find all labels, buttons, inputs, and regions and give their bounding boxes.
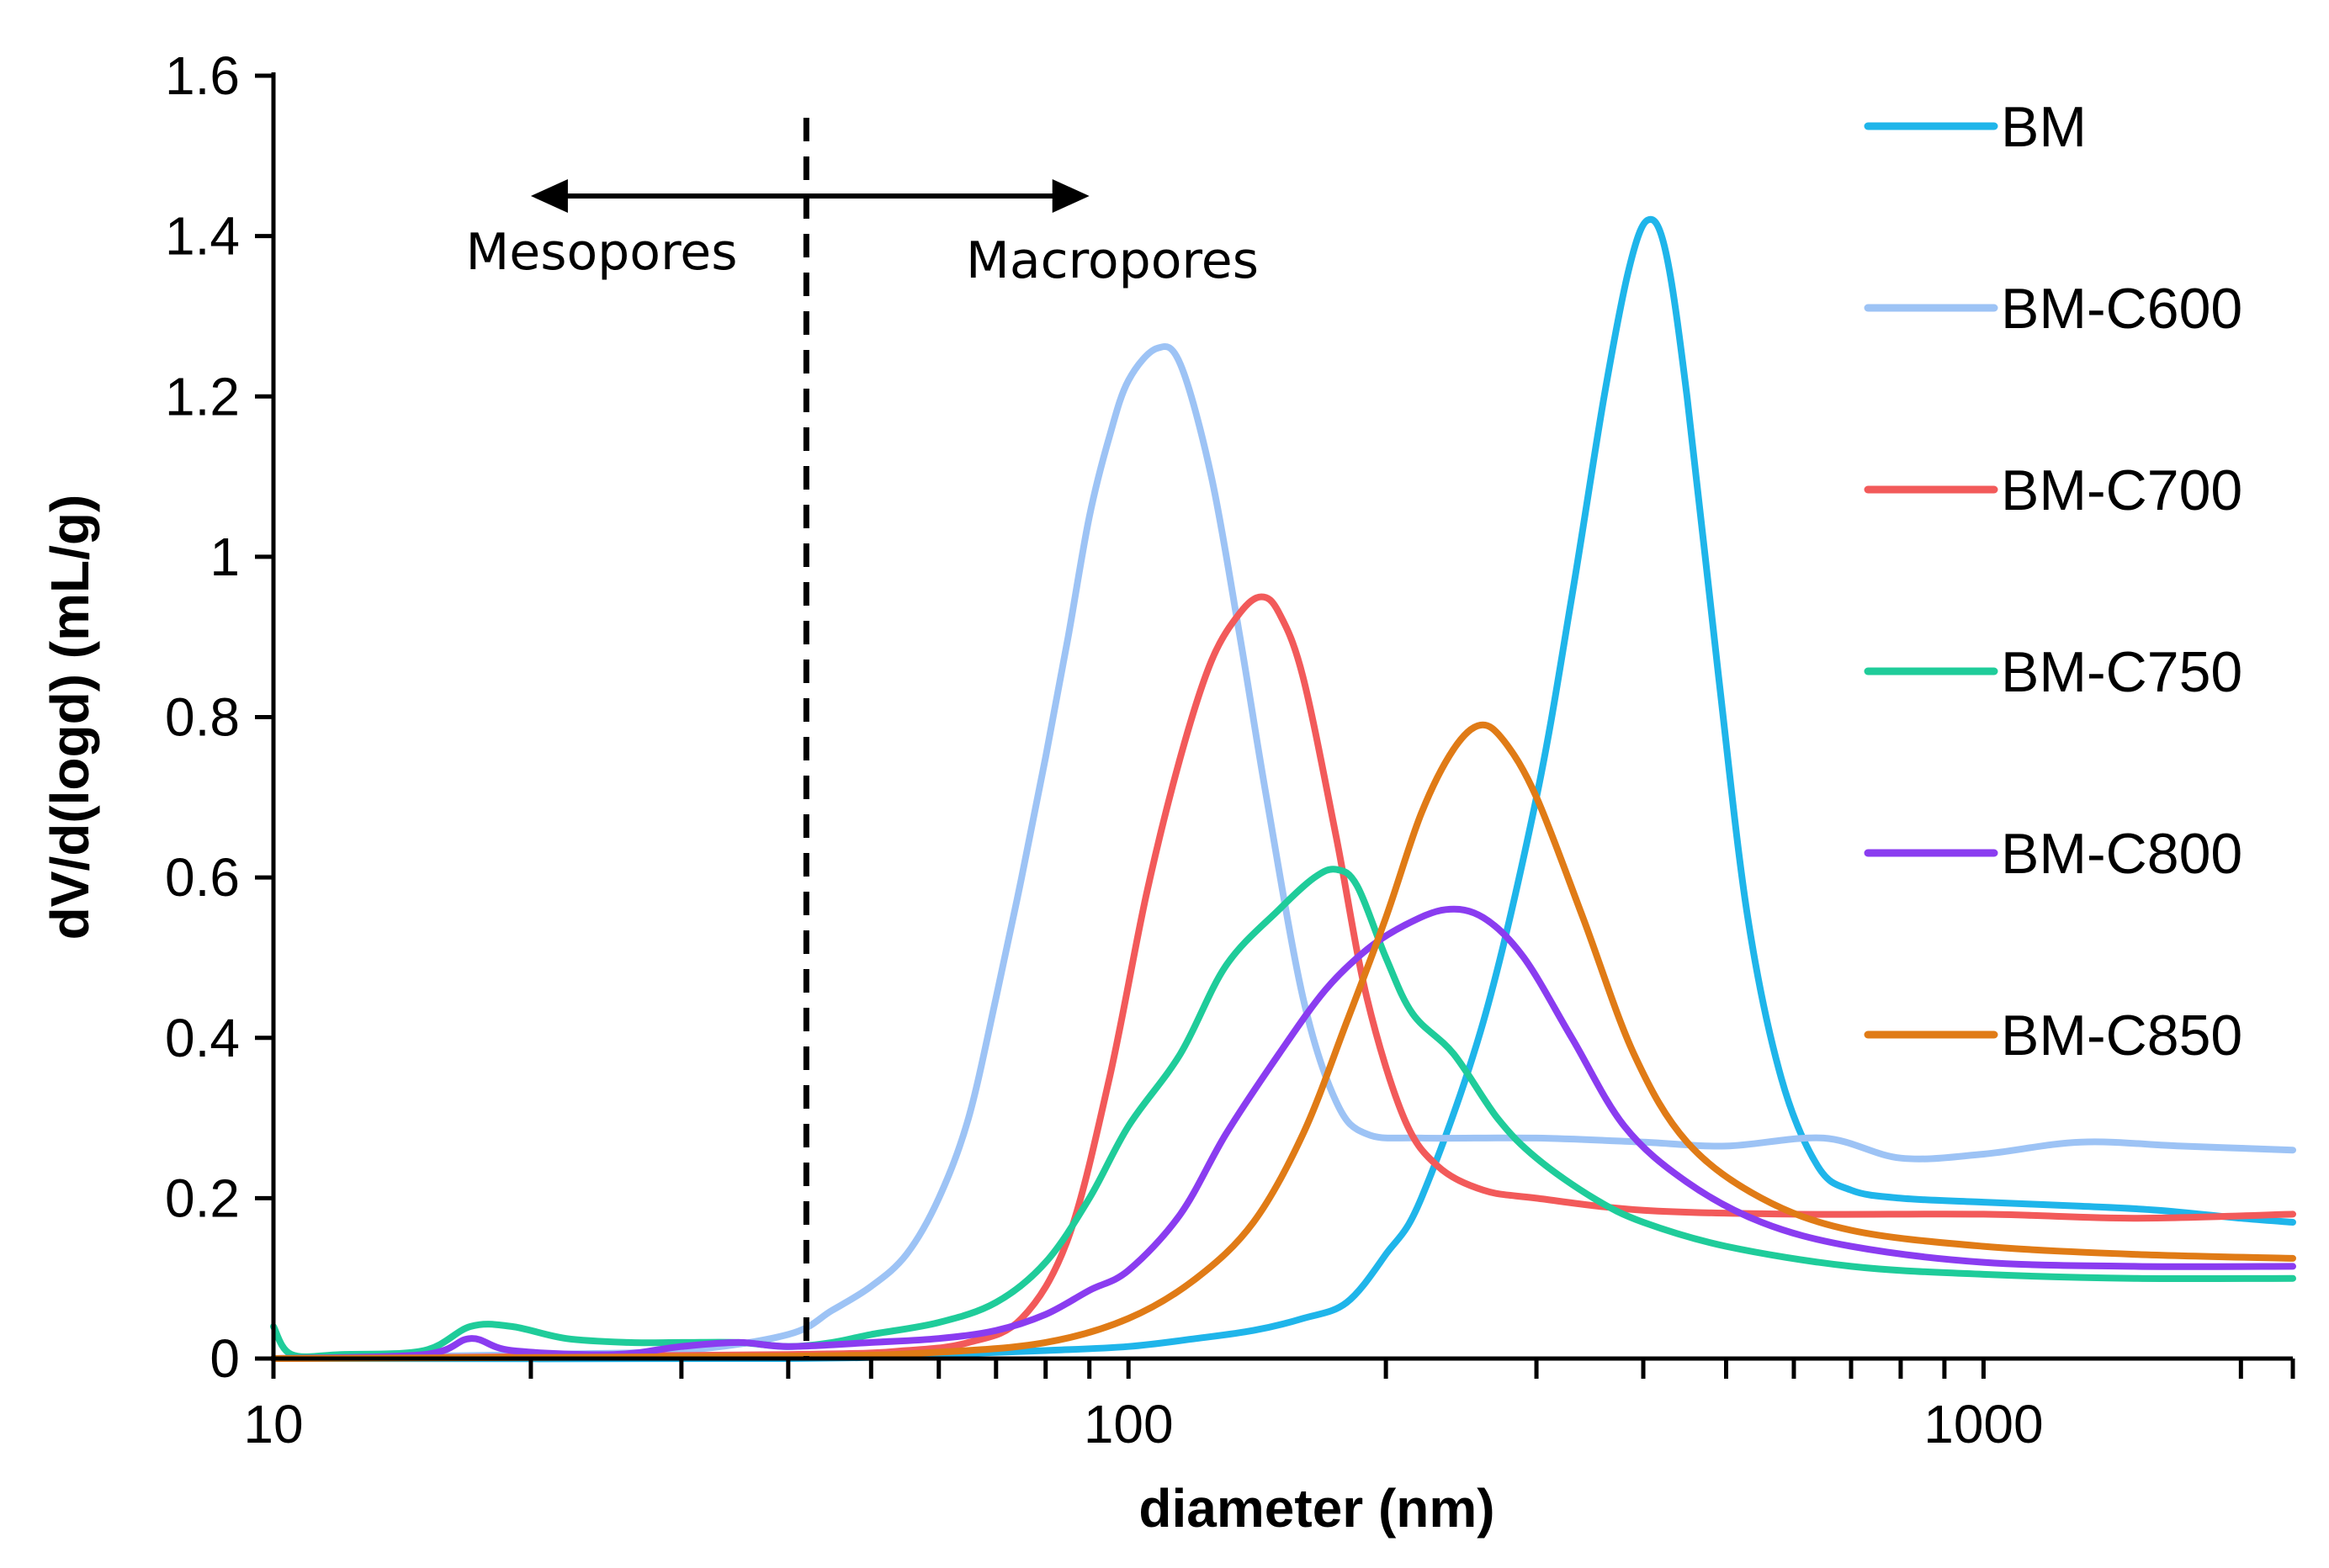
mesopores-label: Mesopores [466,223,738,282]
legend-label-bm-c700: BM-C700 [2001,458,2242,522]
x-tick-label: 10 [243,1394,303,1454]
legend-label-bm-c800: BM-C800 [2001,822,2242,886]
series-line-bm-c750 [270,866,2296,1360]
y-ticks: 0 0.2 0.4 0.6 0.8 1 1.2 1.4 1.6 [165,45,273,1389]
series-line-bm-c800 [270,905,2296,1362]
x-tick-label: 1000 [1923,1394,2043,1454]
y-tick-label: 1.4 [165,206,240,267]
x-axis-title: diameter (nm) [1138,1478,1494,1539]
y-tick-label: 0.8 [165,687,240,748]
series-line-bm-c850 [270,721,2296,1362]
pore-annotation: Mesopores Macropores [466,118,1259,1359]
y-tick-label: 1.6 [165,45,240,106]
legend: BM BM-C600 BM-C700 BM-C750 BM-C800 BM-C850 [1864,95,2242,1067]
arrow-head-right [1052,178,1090,213]
y-tick-label: 0.2 [165,1168,240,1228]
x-ticks: 10 100 1000 [243,1359,2295,1454]
x-tick-label: 100 [1084,1394,1174,1454]
legend-label-bm: BM [2001,95,2087,159]
y-axis-title: dV/d(logd) (mL/g) [40,495,100,940]
y-tick-label: 1.2 [165,366,240,426]
series-line-bm-c600 [270,343,2296,1362]
axes: 0 0.2 0.4 0.6 0.8 1 1.2 1.4 1.6 10 100 1000 [165,45,2295,1454]
series-line-bm-c700 [270,593,2296,1362]
legend-label-bm-c850: BM-C850 [2001,1004,2242,1067]
macropores-label: Macropores [966,231,1259,290]
y-tick-label: 0.6 [165,847,240,908]
series-lines [270,215,2296,1363]
arrow-head-left [530,178,568,213]
legend-label-bm-c750: BM-C750 [2001,640,2242,704]
y-tick-label: 0.4 [165,1008,240,1068]
y-tick-label: 0 [210,1328,240,1389]
y-tick-label: 1 [210,527,240,587]
legend-label-bm-c600: BM-C600 [2001,277,2242,341]
series-line-bm [270,215,2296,1363]
